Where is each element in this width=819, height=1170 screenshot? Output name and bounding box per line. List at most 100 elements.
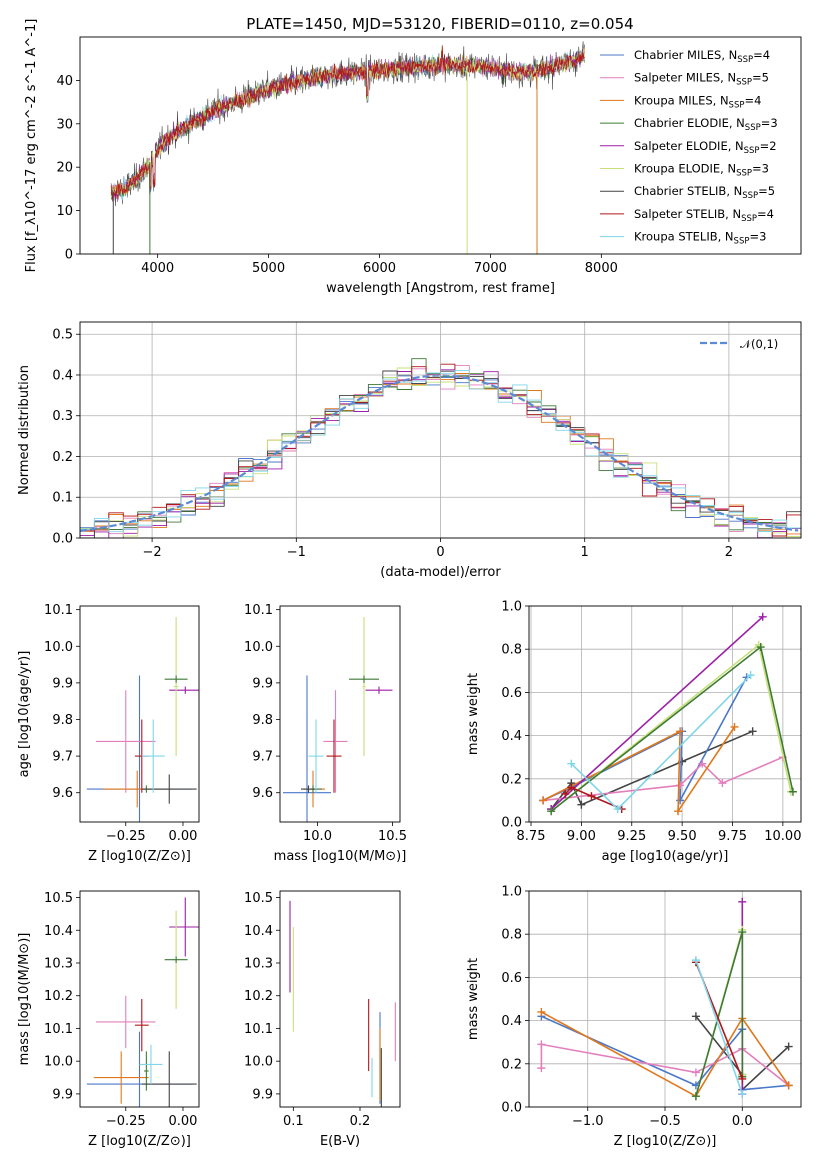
- legend-entry: Salpeter STELIB, NSSP=4: [634, 207, 774, 224]
- legend-entry-count: =4: [744, 93, 761, 107]
- y-tick-label: 10: [56, 204, 73, 219]
- weight-marker: [674, 807, 683, 816]
- panel-spectrum: 4000 5000 6000 7000 8000 0 10 20 30 40 wavelength …: [24, 19, 802, 296]
- y-tick-label: 20: [56, 161, 73, 176]
- plot-area-spectrum: [110, 41, 585, 254]
- y-tick-label: 30: [56, 117, 73, 132]
- panel-age-weight: 8.75 9.00 9.25 9.50 9.75 10.00 0.0 0.2 0.4 0.6 0.8…: [466, 600, 801, 865]
- weight-marker: [613, 805, 622, 814]
- legend-entry: Chabrier ELODIE, NSSP=3: [634, 116, 778, 133]
- weight-marker: [730, 722, 739, 731]
- x-axis-label: (data-model)/error: [380, 565, 501, 580]
- y-tick-label: 10.5: [44, 891, 73, 906]
- y-tick-label: 10.0: [244, 640, 273, 655]
- weight-marker: [537, 1007, 546, 1016]
- x-tick-label: 9.25: [617, 829, 646, 844]
- weight-marker: [676, 781, 685, 790]
- weight-line: [695, 959, 744, 1095]
- legend-entry-count: =2: [760, 139, 777, 153]
- x-tick-label: 10.0: [303, 829, 332, 844]
- legend-entry-count: =4: [753, 48, 770, 62]
- y-tick-label: 10.1: [44, 603, 73, 618]
- plot-area-age-weight: [529, 606, 801, 822]
- legend: 𝒩(0,1): [700, 337, 778, 351]
- weight-marker: [738, 1074, 747, 1083]
- y-tick-label: 0.2: [52, 450, 73, 465]
- panel-ebv-mass: 0.1 0.2 9.9 10.0 10.1 10.2 10.3 10.4 10.5 E(B-V): [244, 890, 401, 1149]
- legend-entry-count: =5: [758, 184, 775, 198]
- weight-marker: [539, 796, 548, 805]
- weight-marker: [738, 897, 747, 906]
- x-axis-label: mass [log10(M/M⊙)]: [274, 849, 407, 864]
- legend-entry: Kroupa STELIB, NSSP=3: [634, 230, 766, 247]
- y-axis-label: mass [log10(M/M⊙)]: [17, 933, 32, 1066]
- normal-curve: [80, 374, 799, 532]
- y-tick-label: 10.0: [44, 640, 73, 655]
- y-tick-label: 10.1: [244, 603, 273, 618]
- y-tick-label: 0.4: [501, 729, 522, 744]
- weight-marker: [691, 1092, 700, 1101]
- y-tick-label: 10.1: [244, 1022, 273, 1037]
- legend-entry-name: Kroupa ELODIE, N: [634, 162, 736, 176]
- y-tick-label: 0.2: [501, 772, 522, 787]
- panel-z-age: −0.25 0.00 9.6 9.7 9.8 9.9 10.0 10.1 Z [log10(Z/…: [17, 603, 200, 864]
- legend-entry-subscript: SSP: [736, 78, 752, 88]
- axes-frame: [79, 605, 200, 823]
- legend-entry-name: Kroupa MILES, N: [634, 93, 729, 107]
- weight-marker: [784, 1081, 793, 1090]
- legend-entry-subscript: SSP: [744, 146, 760, 156]
- x-tick-label: −0.5: [649, 1114, 681, 1129]
- weight-marker: [567, 783, 576, 792]
- y-tick-label: 0.4: [501, 1014, 522, 1029]
- y-tick-label: 10.0: [44, 1055, 73, 1070]
- x-tick-label: −1.0: [572, 1114, 604, 1129]
- weight-marker: [756, 643, 765, 652]
- x-axis-label: wavelength [Angstrom, rest frame]: [326, 281, 555, 296]
- y-tick-label: 9.7: [52, 750, 73, 765]
- legend-entry-name: Salpeter MILES, N: [634, 71, 736, 85]
- weight-line: [550, 616, 764, 810]
- weight-marker: [746, 671, 755, 680]
- y-tick-label: 9.8: [252, 713, 273, 728]
- weight-marker: [537, 1040, 546, 1049]
- panel-residuals: −2 −1 0 1 2 0.0 0.1 0.2 0.3 0.4 0.5 (data-model)/er…: [17, 321, 802, 580]
- legend-entry: Kroupa ELODIE, NSSP=3: [634, 162, 769, 179]
- x-tick-label: 1: [581, 545, 589, 560]
- y-tick-label: 10.0: [244, 1055, 273, 1070]
- y-tick-label: 0.4: [52, 368, 73, 383]
- weight-marker: [758, 612, 767, 621]
- legend-entry-name: Kroupa STELIB, N: [634, 230, 734, 244]
- y-tick-label: 0.8: [501, 643, 522, 658]
- y-tick-label: 10.3: [244, 957, 273, 972]
- axes-frame: [279, 890, 401, 1108]
- weight-marker: [691, 956, 700, 965]
- x-tick-label: 0.00: [169, 829, 198, 844]
- legend-entry-name: Chabrier MILES, N: [634, 48, 737, 62]
- axes-frame: [79, 890, 200, 1108]
- weight-marker: [738, 928, 747, 937]
- y-tick-label: 10.5: [244, 891, 273, 906]
- weight-marker: [784, 1042, 793, 1051]
- x-tick-label: 0: [436, 545, 444, 560]
- weight-marker: [698, 759, 707, 768]
- weight-marker: [587, 792, 596, 801]
- legend-entry-name: Salpeter ELODIE, N: [634, 139, 744, 153]
- y-tick-label: 1.0: [501, 885, 522, 900]
- weight-marker: [561, 789, 570, 798]
- y-tick-label: 10.3: [44, 957, 73, 972]
- y-axis-label: Normed distribution: [17, 365, 32, 495]
- y-tick-label: 10.2: [244, 989, 273, 1004]
- legend-entry-subscript: SSP: [734, 237, 750, 247]
- x-tick-label: −1: [287, 545, 306, 560]
- y-tick-label: 0.0: [501, 1101, 522, 1116]
- x-tick-label: 4000: [141, 261, 174, 276]
- y-tick-label: 40: [56, 74, 73, 89]
- legend-entry: Chabrier MILES, NSSP=4: [634, 48, 770, 65]
- x-axis-label: Z [log10(Z/Z⊙)]: [88, 849, 191, 864]
- figure-title: PLATE=1450, MJD=53120, FIBERID=0110, z=0…: [246, 15, 633, 33]
- legend-entry-name: Chabrier STELIB, N: [634, 184, 742, 198]
- legend-entry: Chabrier STELIB, NSSP=5: [634, 184, 775, 201]
- x-axis-label: E(B-V): [320, 1134, 360, 1149]
